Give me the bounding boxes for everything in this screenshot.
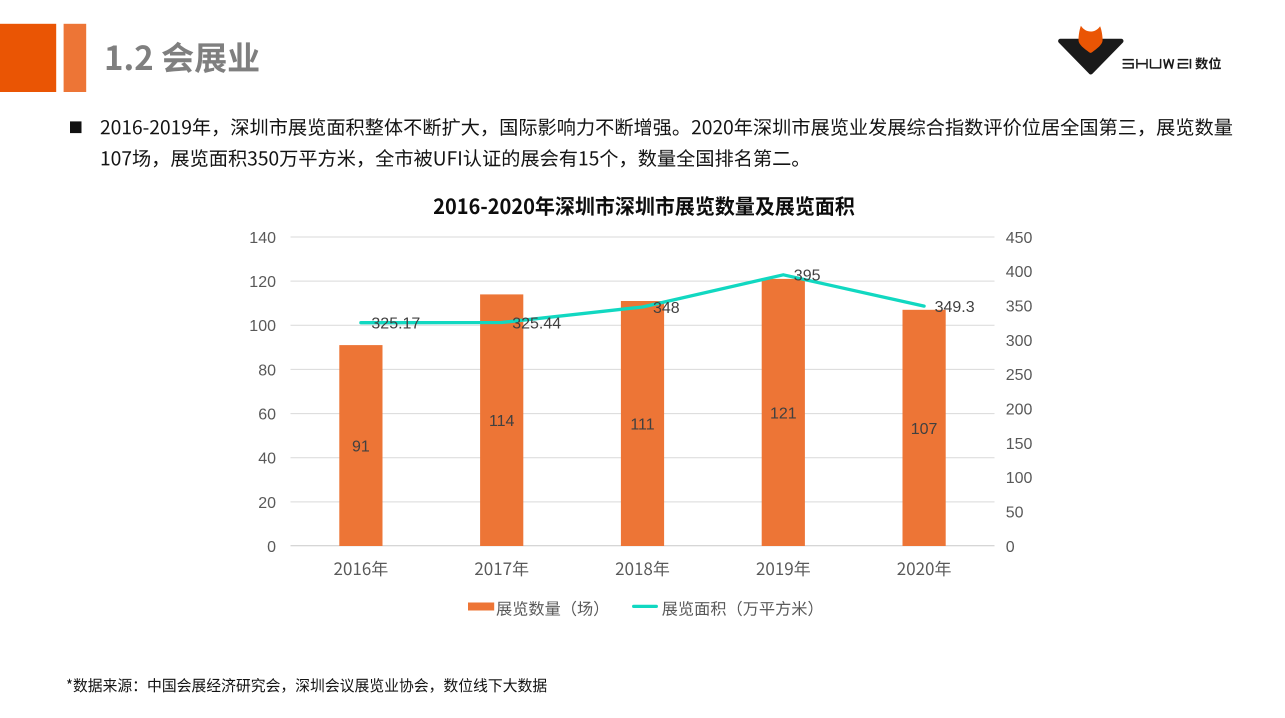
svg-text:40: 40 bbox=[258, 451, 276, 468]
svg-text:114: 114 bbox=[489, 413, 515, 430]
svg-text:349.3: 349.3 bbox=[935, 299, 975, 316]
svg-text:140: 140 bbox=[249, 230, 276, 247]
svg-text:300: 300 bbox=[1006, 333, 1033, 350]
svg-text:60: 60 bbox=[258, 407, 276, 424]
svg-text:395: 395 bbox=[794, 268, 821, 285]
svg-text:400: 400 bbox=[1006, 264, 1033, 281]
svg-text:0: 0 bbox=[267, 539, 276, 556]
svg-text:107: 107 bbox=[911, 421, 938, 438]
svg-text:150: 150 bbox=[1006, 436, 1033, 453]
svg-text:350: 350 bbox=[1006, 299, 1033, 316]
svg-text:91: 91 bbox=[352, 439, 370, 456]
svg-text:325.44: 325.44 bbox=[512, 315, 561, 332]
svg-text:200: 200 bbox=[1006, 402, 1033, 419]
svg-text:100: 100 bbox=[249, 318, 276, 335]
svg-text:450: 450 bbox=[1006, 230, 1033, 247]
svg-text:111: 111 bbox=[630, 416, 654, 433]
svg-text:0: 0 bbox=[1006, 539, 1015, 556]
svg-text:348: 348 bbox=[653, 300, 680, 317]
svg-text:121: 121 bbox=[770, 405, 797, 422]
svg-text:80: 80 bbox=[258, 362, 276, 379]
svg-text:100: 100 bbox=[1006, 470, 1033, 487]
svg-text:50: 50 bbox=[1006, 505, 1024, 522]
svg-text:325.17: 325.17 bbox=[371, 316, 420, 333]
svg-text:250: 250 bbox=[1006, 367, 1033, 384]
svg-text:120: 120 bbox=[249, 274, 276, 291]
svg-text:20: 20 bbox=[258, 495, 276, 512]
